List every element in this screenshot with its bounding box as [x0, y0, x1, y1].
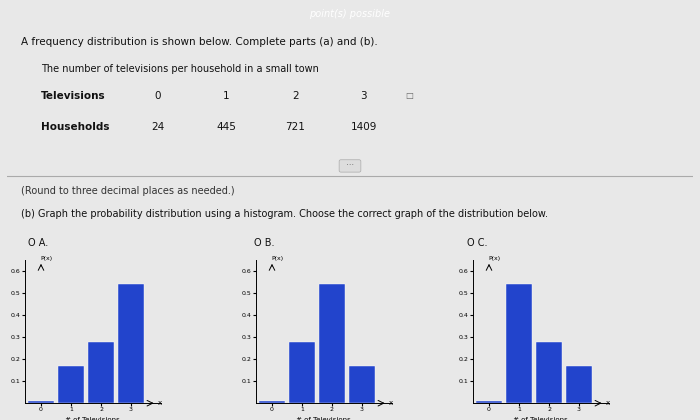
Text: point(s) possible: point(s) possible: [309, 9, 391, 18]
X-axis label: # of Televisions: # of Televisions: [296, 417, 351, 420]
Bar: [289, 342, 315, 403]
Bar: [506, 284, 532, 403]
Text: x: x: [389, 400, 393, 406]
Text: O C.: O C.: [467, 238, 487, 248]
Bar: [536, 342, 562, 403]
Text: 1409: 1409: [351, 122, 377, 132]
Text: (Round to three decimal places as needed.): (Round to three decimal places as needed…: [21, 186, 235, 196]
Text: P(x): P(x): [41, 257, 52, 262]
Bar: [476, 401, 502, 403]
Bar: [319, 284, 344, 403]
Text: Televisions: Televisions: [41, 91, 106, 101]
X-axis label: # of Televisions: # of Televisions: [65, 417, 120, 420]
X-axis label: # of Televisions: # of Televisions: [513, 417, 568, 420]
Text: The number of televisions per household in a small town: The number of televisions per household …: [41, 64, 319, 74]
Text: O B.: O B.: [254, 238, 274, 248]
Bar: [88, 342, 113, 403]
Text: x: x: [158, 400, 162, 406]
Text: x: x: [606, 400, 610, 406]
Text: □: □: [405, 91, 413, 100]
Text: P(x): P(x): [272, 257, 284, 262]
Text: 721: 721: [285, 122, 305, 132]
Bar: [566, 366, 592, 403]
Bar: [349, 366, 375, 403]
Text: A frequency distribution is shown below. Complete parts (a) and (b).: A frequency distribution is shown below.…: [21, 37, 377, 47]
Text: 1: 1: [223, 91, 230, 101]
Bar: [58, 366, 84, 403]
Text: ···: ···: [341, 161, 359, 171]
Bar: [118, 284, 144, 403]
Text: 2: 2: [292, 91, 298, 101]
Text: P(x): P(x): [489, 257, 500, 262]
Bar: [259, 401, 285, 403]
Text: O A.: O A.: [27, 238, 48, 248]
Text: 445: 445: [216, 122, 237, 132]
Text: (b) Graph the probability distribution using a histogram. Choose the correct gra: (b) Graph the probability distribution u…: [21, 209, 547, 219]
Text: 3: 3: [360, 91, 367, 101]
Text: 24: 24: [151, 122, 164, 132]
Text: Households: Households: [41, 122, 110, 132]
Bar: [28, 401, 54, 403]
Text: 0: 0: [155, 91, 161, 101]
